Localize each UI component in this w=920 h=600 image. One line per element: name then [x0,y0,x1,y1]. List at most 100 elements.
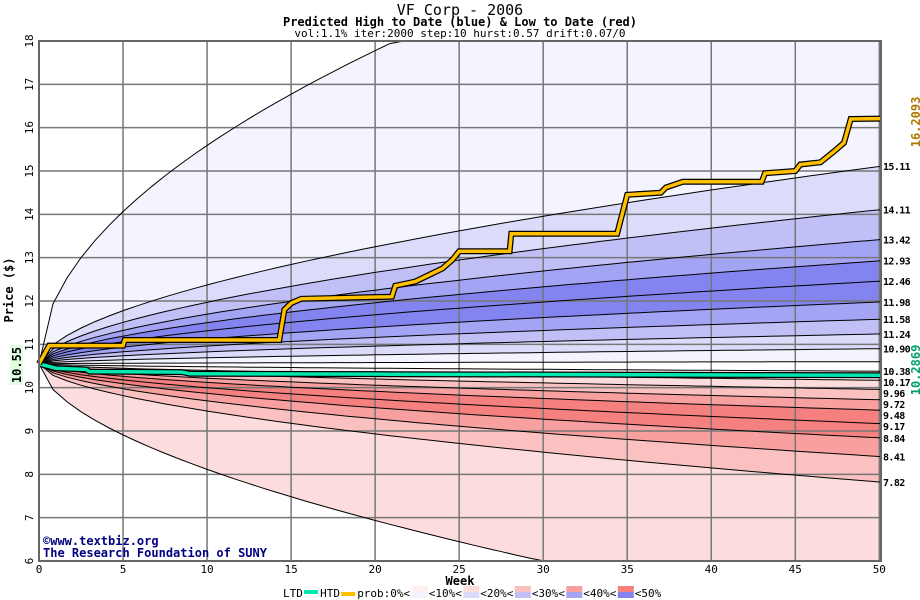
probability-band [39,260,881,364]
quantile-end-label: 9.96 [883,389,905,400]
probability-band [39,333,881,364]
legend-ltd-swatch [304,590,319,594]
x-tick-label: 45 [789,563,802,576]
legend-bin-label: <50% [635,587,662,600]
probability-band [39,363,881,561]
legend-prob-label: prob:0%< [357,587,410,600]
y-tick-label: 18 [23,34,36,47]
legend-red-swatch [463,586,480,592]
quantile-end-label: 13.42 [883,236,911,247]
legend-bin-label: <40%< [583,587,616,600]
quantile-curve [38,348,882,365]
probability-band [39,361,881,372]
watermark-org: The Research Foundation of SUNY [43,546,268,560]
chart-subtitle: Predicted High to Date (blue) & Low to D… [283,15,637,29]
series-lines [36,115,882,379]
ltd-line [38,362,882,377]
probability-band [39,319,881,364]
quantile-end-label: 11.58 [883,315,911,326]
probability-band [39,301,881,364]
htd-line [37,116,882,365]
legend-blue-swatch [514,592,531,598]
x-tick-label: 40 [705,563,718,576]
htd-final-label: 16.2093 [909,97,920,148]
quantile-end-label: 14.11 [883,206,911,217]
y-tick-label: 16 [23,121,36,134]
x-tick-label: 25 [453,563,466,576]
quantile-end-label: 9.72 [883,400,905,411]
y-tick-label: 7 [23,514,36,521]
probability-band [39,363,881,424]
y-tick-label: 14 [23,207,36,221]
quantile-curve [38,165,882,365]
quantile-end-label: 8.41 [883,453,905,464]
quantile-curves [38,40,882,562]
legend-htd-label: HTD [320,587,340,600]
quantile-end-label: 8.84 [883,434,905,445]
y-axis-label: Price ($) [2,257,16,322]
probability-band [39,239,881,364]
probability-band [39,363,881,400]
y-tick-label: 6 [23,558,36,565]
quantile-end-label: 12.46 [883,277,911,288]
quantile-curve [38,363,882,372]
watermark-url: ©www.textbiz.org [43,534,159,548]
probability-band [39,281,881,364]
x-axis-label: Week [446,574,476,588]
legend-ltd-label: LTD [283,587,303,600]
probability-bands [39,41,881,561]
probability-band [39,348,881,364]
x-tick-label: 0 [36,563,43,576]
legend-red-swatch [514,586,531,592]
quantile-end-label: 10.17 [883,378,911,389]
quantile-curve [38,363,882,411]
quantile-curve [38,239,882,365]
quantile-curve [38,280,882,365]
quantile-curve [38,363,882,439]
y-tick-label: 15 [23,164,36,177]
quantile-curve [38,209,882,365]
probability-band [39,363,881,483]
quantile-end-label: 12.93 [883,257,911,268]
y-tick-label: 13 [23,251,36,264]
x-tick-label: 20 [369,563,382,576]
quantile-curve [38,363,882,401]
legend: LTD HTD prob:0%< <10%< <20%< <30%< <40%< <50% [283,586,662,600]
ltd-final-label: 10.2869 [909,345,920,396]
legend-bin-label: <10%< [429,587,462,600]
envelope-curve [38,361,881,365]
legend-red-swatch [411,586,428,592]
y-tick-label: 10 [23,381,36,394]
y-tick-label: 17 [23,78,36,91]
quantile-end-label: 11.98 [883,298,911,309]
quantile-end-label: 9.48 [883,411,905,422]
legend-bin-label: <30%< [532,587,565,600]
probability-band [39,41,881,364]
x-tick-label: 50 [873,563,886,576]
quantile-curve [38,318,882,365]
quantile-curve [38,260,882,365]
y-tick-label: 11 [23,338,36,351]
quantile-end-label: 15.11 [883,162,911,173]
quantile-curve [38,363,882,425]
x-tick-label: 10 [200,563,213,576]
probability-band [39,166,881,364]
plot-frame [38,40,882,562]
y-tick-label: 8 [23,471,36,478]
legend-blue-swatch [617,592,634,598]
start-label-bg [10,345,23,385]
grid-lines [39,41,881,561]
x-tick-label: 5 [120,563,127,576]
quantile-end-label: 10.90 [883,345,911,356]
chart-params: vol:1.1% iter:2000 step:10 hurst:0.57 dr… [294,27,625,40]
axes: 0 5 10 15 20 25 30 35 40 45 50 6 7 8 9 10 11 12 13 14 15 16 17… [23,34,911,576]
legend-blue-swatch [566,592,583,598]
y-tick-label: 9 [23,428,36,435]
probability-band [39,363,881,411]
x-tick-label: 35 [621,563,634,576]
quantile-curve [38,333,882,365]
quantile-end-label: 9.17 [883,422,905,433]
legend-red-swatch [617,586,634,592]
legend-red-swatch [566,586,583,592]
